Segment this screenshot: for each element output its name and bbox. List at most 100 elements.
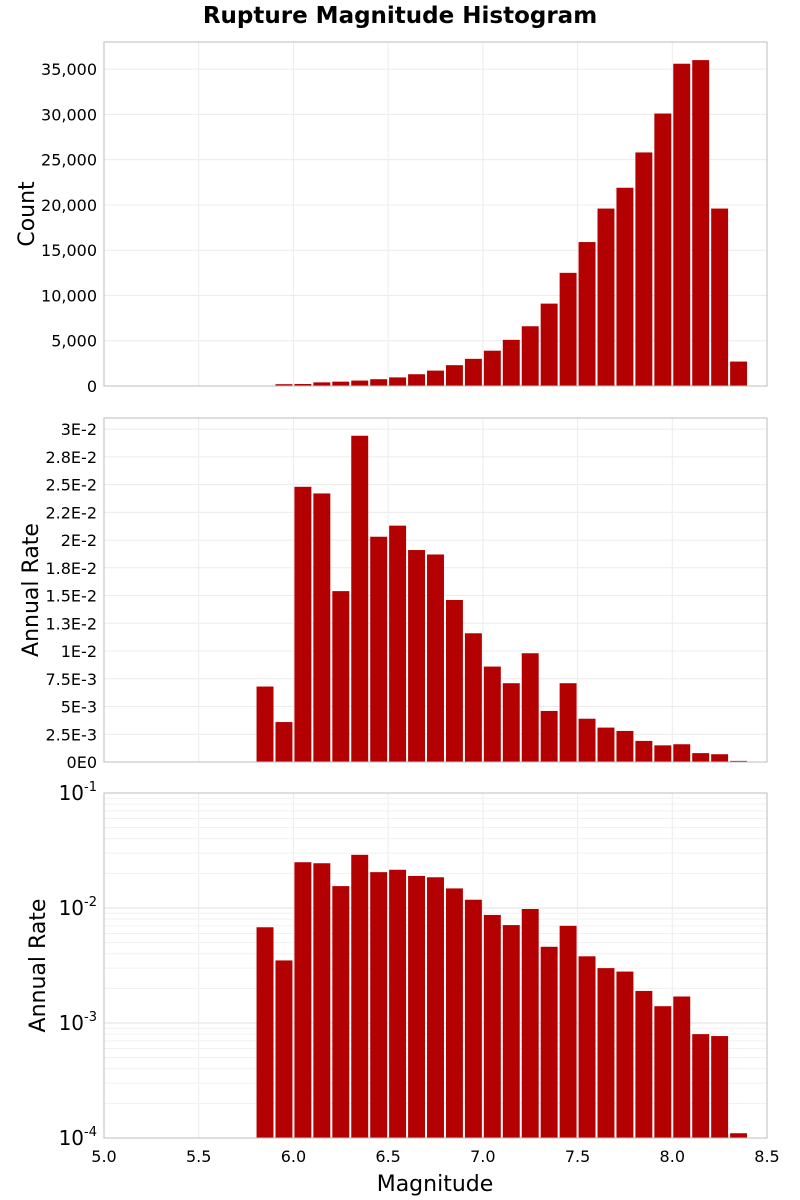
x-axis-label: Magnitude	[377, 1172, 494, 1197]
histogram-bar	[673, 996, 691, 1138]
y-tick-label: 10-3	[59, 1010, 97, 1035]
histogram-bar	[521, 653, 539, 762]
histogram-bar	[313, 493, 331, 762]
histogram-bar	[445, 599, 463, 762]
y-tick-label: 2.8E-2	[45, 448, 97, 467]
y-tick-label: 0E0	[67, 753, 97, 772]
histogram-bar	[597, 208, 615, 386]
histogram-bar	[578, 718, 596, 762]
histogram-bar	[635, 990, 653, 1138]
histogram-bar	[408, 374, 426, 386]
x-tick-label: 7.5	[565, 1147, 590, 1166]
histogram-bar	[597, 727, 615, 762]
histogram-bar	[427, 370, 444, 386]
histogram-bar	[389, 869, 407, 1138]
y-axis: 0E0 2.5E-3 5E-3 7.5E-3 1E-2 1.3E-2 1.5E-2 1.8E-…	[45, 420, 97, 772]
plot-frame	[103, 417, 768, 763]
histogram-bar	[578, 242, 596, 386]
histogram-bar	[256, 927, 274, 1138]
histogram-bar	[654, 1006, 672, 1138]
chart-panel-2: 0E0 2.5E-3 5E-3 7.5E-3 1E-2 1.3E-2 1.5E-2 1.8E-…	[19, 417, 768, 772]
y-tick-label: 1E-2	[61, 642, 97, 661]
histogram-bar	[483, 350, 501, 386]
histogram-bar	[483, 666, 501, 762]
histogram-bar	[559, 272, 577, 386]
y-tick-label: 2.2E-2	[45, 503, 97, 522]
histogram-bar	[540, 303, 558, 386]
histogram-bar	[351, 380, 369, 386]
histogram-bar	[540, 946, 558, 1138]
histogram-bar	[445, 365, 463, 386]
histogram-bar	[332, 591, 350, 762]
y-tick-label: 20,000	[41, 196, 97, 215]
histogram-bar	[427, 877, 444, 1138]
histogram-bar	[389, 377, 407, 386]
y-tick-label: 0	[87, 377, 97, 396]
histogram-bar	[408, 875, 426, 1138]
y-tick-label: 3E-2	[61, 420, 97, 439]
y-tick-label: 35,000	[41, 60, 97, 79]
histogram-bar	[692, 1034, 710, 1138]
x-tick-label: 5.0	[91, 1147, 116, 1166]
histogram-bar	[654, 113, 672, 386]
histogram-bar	[711, 1036, 729, 1138]
histogram-bar	[597, 968, 615, 1138]
histogram-bar	[294, 862, 312, 1138]
plot-frame	[103, 41, 768, 387]
histogram-bar	[730, 760, 748, 762]
x-tick-label: 8.0	[660, 1147, 685, 1166]
y-tick-label: 10-1	[59, 780, 97, 805]
histogram-bar	[483, 914, 501, 1138]
plot-frame	[103, 792, 768, 1139]
histogram-bar	[351, 854, 369, 1138]
y-tick-label: 1.3E-2	[45, 614, 97, 633]
x-axis: 5.0 5.5 6.0 6.5 7.0 7.5 8.0 8.5	[91, 1147, 779, 1166]
histogram-bar	[616, 971, 634, 1138]
histogram-bar	[692, 753, 710, 762]
histogram-bar	[275, 384, 293, 386]
histogram-bar	[502, 925, 520, 1138]
y-axis-label: Annual Rate	[19, 523, 44, 657]
y-tick-label: 5,000	[51, 332, 97, 351]
histogram-bar	[730, 361, 748, 386]
y-tick-label: 25,000	[41, 151, 97, 170]
histogram-bar	[370, 536, 388, 762]
chart-title: Rupture Magnitude Histogram	[203, 3, 597, 29]
y-tick-label: 5E-3	[61, 698, 97, 717]
histogram-bar	[464, 358, 482, 386]
y-tick-label: 1.5E-2	[45, 587, 97, 606]
histogram-bar	[559, 925, 577, 1138]
histogram-bar	[616, 187, 634, 386]
histogram-bar	[464, 899, 482, 1138]
y-axis-label: Annual Rate	[26, 899, 51, 1033]
y-axis-label: Count	[15, 181, 40, 247]
y-tick-label: 10,000	[41, 286, 97, 305]
y-tick-label: 30,000	[41, 105, 97, 124]
chart-panel-1: 0 5,000 10,000 15,000 20,000 25,000 30,000 35,0…	[15, 41, 768, 396]
histogram-bar	[294, 384, 312, 386]
y-tick-label: 7.5E-3	[45, 670, 97, 689]
histogram-bar	[673, 744, 691, 762]
y-tick-label: 2.5E-2	[45, 476, 97, 495]
bars	[256, 60, 748, 387]
histogram-bar	[313, 382, 331, 386]
histogram-bar	[464, 633, 482, 762]
histogram-bar	[502, 683, 520, 762]
histogram-bar	[445, 888, 463, 1138]
histogram-bar	[370, 872, 388, 1138]
chart-panel-3: 10-4 10-3 10-2 10-1 Annual Rate 5.0 5.5 6.0 6.5 7…	[26, 780, 780, 1166]
histogram-bar	[332, 381, 350, 386]
x-tick-label: 6.5	[375, 1147, 400, 1166]
histogram-bar	[540, 710, 558, 762]
y-tick-label: 2.5E-3	[45, 725, 97, 744]
y-tick-label: 1.8E-2	[45, 559, 97, 578]
x-tick-label: 6.0	[281, 1147, 306, 1166]
histogram-bar	[673, 63, 691, 386]
histogram-bar	[275, 960, 293, 1138]
histogram-bar	[332, 886, 350, 1138]
histogram-bar	[578, 956, 596, 1138]
y-tick-label: 10-4	[59, 1125, 97, 1150]
histogram-bar	[654, 745, 672, 762]
histogram-bar	[313, 863, 331, 1138]
